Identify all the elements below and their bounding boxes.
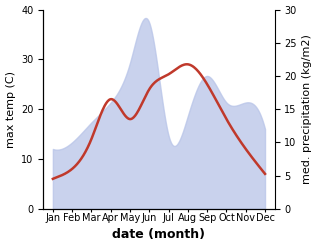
Y-axis label: med. precipitation (kg/m2): med. precipitation (kg/m2) [302,34,313,184]
X-axis label: date (month): date (month) [113,228,205,242]
Y-axis label: max temp (C): max temp (C) [5,71,16,148]
